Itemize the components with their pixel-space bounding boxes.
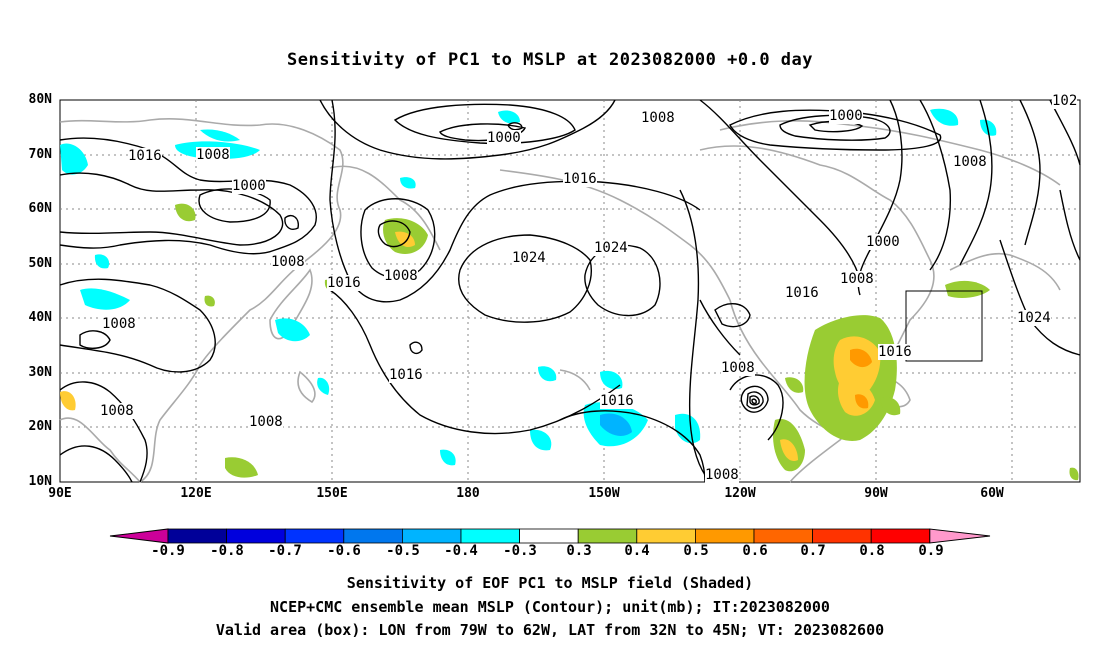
valid-area-box bbox=[905, 290, 983, 362]
map-title: Sensitivity of PC1 to MSLP at 2023082000… bbox=[286, 50, 813, 70]
contour-label: 1016 bbox=[785, 285, 819, 301]
contour-label: 1000 bbox=[829, 108, 863, 124]
colorbar-label: -0.5 bbox=[386, 543, 420, 559]
colorbar-swatch bbox=[343, 528, 403, 544]
colorbar-label: 0.9 bbox=[918, 543, 944, 559]
lon-label: 150W bbox=[588, 486, 620, 501]
lon-label: 60W bbox=[980, 486, 1004, 501]
contour-label: 1008 bbox=[721, 360, 755, 376]
positive-sensitivity-shading bbox=[60, 203, 1079, 481]
contour-label: 1008 bbox=[953, 154, 987, 170]
caption-line-1: Sensitivity of EOF PC1 to MSLP field (Sh… bbox=[346, 574, 754, 592]
colorbar-label: 0.3 bbox=[566, 543, 592, 559]
lat-label: 40N bbox=[28, 310, 52, 325]
colorbar-swatch bbox=[167, 528, 227, 544]
colorbar-swatch bbox=[812, 528, 872, 544]
colorbar-extend-high bbox=[929, 528, 991, 544]
contour-label: 1008 bbox=[840, 271, 874, 287]
colorbar-label: 0.8 bbox=[859, 543, 885, 559]
colorbar-swatch bbox=[226, 528, 286, 544]
contour-label: 1000 bbox=[232, 178, 266, 194]
colorbar-extend-low bbox=[109, 528, 169, 544]
colorbar-label: -0.6 bbox=[327, 543, 361, 559]
colorbar-swatch bbox=[695, 528, 755, 544]
contour-label: 1024 bbox=[594, 240, 628, 256]
colorbar-label: 0.6 bbox=[742, 543, 768, 559]
colorbar-swatch bbox=[753, 528, 813, 544]
colorbar-swatch bbox=[519, 528, 579, 544]
contour-label: 1008 bbox=[196, 147, 230, 163]
contour-label: 1008 bbox=[641, 110, 675, 126]
lon-label: 120E bbox=[180, 486, 212, 501]
lon-label: 90W bbox=[864, 486, 888, 501]
caption-line-2: NCEP+CMC ensemble mean MSLP (Contour); u… bbox=[270, 598, 830, 616]
lon-label: 180 bbox=[456, 486, 480, 501]
colorbar-swatch bbox=[284, 528, 345, 544]
contour-label: 1008 bbox=[271, 254, 305, 270]
colorbar-swatch bbox=[460, 528, 520, 544]
contour-label: 1008 bbox=[249, 414, 283, 430]
contour-label: 1024 bbox=[1017, 310, 1051, 326]
colorbar-swatch bbox=[577, 528, 638, 544]
lat-label: 20N bbox=[28, 419, 52, 434]
contour-label: 1016 bbox=[389, 367, 423, 383]
lat-label: 80N bbox=[28, 92, 52, 107]
lon-label: 120W bbox=[724, 486, 756, 501]
lat-label: 50N bbox=[28, 256, 52, 271]
lat-label: 70N bbox=[28, 147, 52, 162]
colorbar bbox=[109, 528, 991, 544]
caption-line-3: Valid area (box): LON from 79W to 62W, L… bbox=[215, 621, 885, 639]
contour-label: 1016 bbox=[600, 393, 634, 409]
contour-label: 1000 bbox=[866, 234, 900, 250]
lat-label: 30N bbox=[28, 365, 52, 380]
colorbar-swatch bbox=[636, 528, 696, 544]
contour-label: 1016 bbox=[128, 148, 162, 164]
colorbar-label: -0.3 bbox=[503, 543, 537, 559]
colorbar-swatch bbox=[870, 528, 931, 544]
lon-label: 150E bbox=[316, 486, 348, 501]
colorbar-label: 0.5 bbox=[683, 543, 709, 559]
contour-label: 1016 bbox=[327, 275, 361, 291]
contour-label: 1016 bbox=[878, 344, 912, 360]
contour-label: 1024 bbox=[512, 250, 546, 266]
colorbar-label: -0.4 bbox=[444, 543, 478, 559]
contour-label: 1008 bbox=[100, 403, 134, 419]
colorbar-swatch bbox=[401, 528, 462, 544]
coastlines bbox=[59, 118, 1061, 483]
contour-label: 1000 bbox=[487, 130, 521, 146]
contour-label: 1016 bbox=[563, 171, 597, 187]
colorbar-label: -0.8 bbox=[210, 543, 244, 559]
contour-label: 1008 bbox=[705, 467, 739, 483]
colorbar-label: -0.9 bbox=[151, 543, 185, 559]
contour-label: 102 bbox=[1052, 93, 1078, 109]
colorbar-label: -0.7 bbox=[268, 543, 302, 559]
colorbar-label: 0.7 bbox=[800, 543, 826, 559]
contour-label: 1008 bbox=[102, 316, 136, 332]
lat-label: 60N bbox=[28, 201, 52, 216]
lon-label: 90E bbox=[48, 486, 72, 501]
contour-label: 1008 bbox=[384, 268, 418, 284]
colorbar-label: 0.4 bbox=[624, 543, 650, 559]
lat-label: 10N bbox=[28, 474, 52, 489]
